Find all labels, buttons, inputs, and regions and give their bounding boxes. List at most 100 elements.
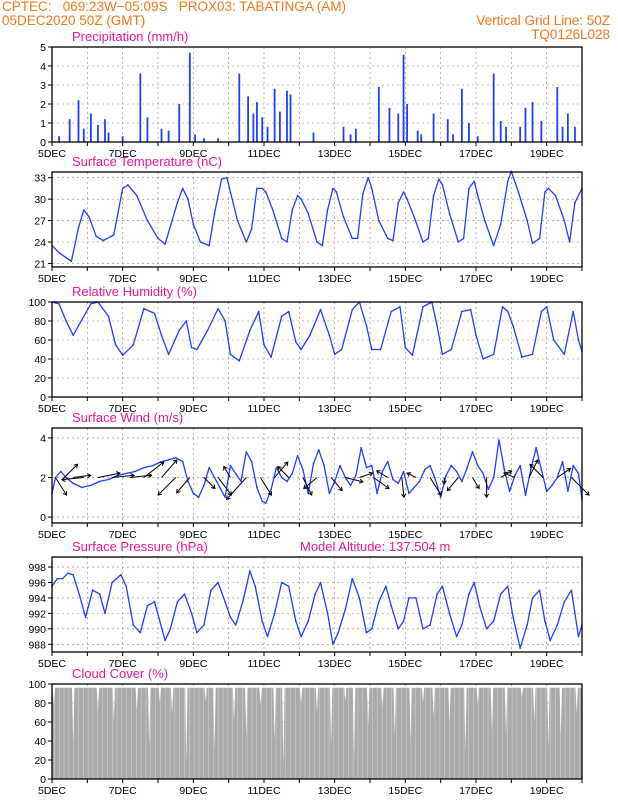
temp-point — [335, 191, 338, 193]
temp-point — [484, 219, 486, 222]
wind-point — [445, 474, 447, 477]
rh-point — [461, 310, 463, 313]
pres-point — [314, 593, 317, 595]
wind-point — [540, 468, 543, 471]
temp-xtick-label: 5DEC — [38, 273, 66, 285]
rh-point — [257, 310, 260, 313]
precip-bar — [273, 88, 276, 142]
wind-vector — [472, 477, 480, 489]
wind-point — [250, 460, 253, 463]
precip-bar — [519, 126, 522, 142]
precip-bar — [286, 90, 288, 142]
wind-vector — [223, 466, 231, 478]
pres-point — [261, 620, 264, 622]
temp-point — [58, 251, 60, 254]
temp-point — [370, 187, 373, 190]
cloud-xtick-label: 9DEC — [179, 785, 207, 797]
pres-xtick-label: 15DEC — [388, 658, 422, 670]
pres-point — [125, 585, 127, 588]
wind-vector-head — [62, 491, 68, 496]
wind-vector — [556, 468, 571, 478]
rh-point — [563, 353, 566, 356]
precip-ytick-label: 5 — [40, 42, 46, 54]
precip-bar — [524, 107, 527, 142]
precip-bar — [492, 73, 495, 142]
temp-point — [492, 244, 495, 247]
temp-point — [245, 241, 248, 243]
precip-title: Precipitation (mm/h) — [72, 29, 188, 44]
pres-point — [79, 597, 82, 599]
temp-point — [468, 187, 470, 190]
wind-vector-head — [60, 476, 66, 482]
precip-ytick-label: 2 — [40, 99, 46, 111]
rh-point — [309, 334, 311, 337]
precip-bar — [460, 88, 463, 142]
header-line2-left: 05DEC2020 50Z (GMT) — [2, 13, 146, 28]
temp-point — [272, 209, 274, 211]
wind-point — [376, 492, 378, 495]
precip-xtick-label: 19DEC — [530, 148, 564, 160]
rh-point — [270, 356, 272, 358]
pres-point — [507, 585, 509, 588]
pres-point — [217, 581, 219, 584]
pres-point — [158, 620, 161, 622]
wind-vector — [406, 472, 417, 478]
wind-vector-head — [227, 491, 232, 496]
temp-point — [554, 194, 557, 197]
precip-bar — [505, 126, 507, 142]
rh-xtick-label: 15DEC — [388, 403, 422, 415]
wind-vector — [157, 477, 177, 496]
rh-point — [441, 353, 444, 356]
pres-xtick-label: 19DEC — [530, 658, 564, 670]
temp-ytick-label: 24 — [34, 237, 46, 249]
cloud-xtick-label: 7DEC — [109, 785, 137, 797]
rh-point — [370, 348, 373, 351]
rh-point — [132, 343, 135, 346]
rh-point — [160, 334, 163, 337]
rh-point — [90, 303, 92, 305]
pres-point — [164, 639, 166, 642]
temp-series-line — [51, 170, 583, 262]
pres-point — [397, 628, 400, 630]
wind-point — [551, 484, 553, 487]
precip-bar — [566, 113, 569, 142]
wind-point — [107, 478, 110, 481]
wind-point — [423, 468, 426, 471]
pres-point — [519, 647, 521, 649]
rh-point — [351, 308, 354, 311]
pres-point — [492, 620, 495, 622]
wind-vector-head — [172, 459, 178, 464]
precip-bar — [354, 128, 357, 142]
precip-bar — [574, 126, 576, 142]
rh-xtick-label: 19DEC — [530, 403, 564, 415]
temp-xtick-label: 7DEC — [109, 273, 137, 285]
rh-point — [224, 320, 226, 322]
temp-point — [422, 241, 424, 243]
rh-xtick-label: 11DEC — [247, 403, 280, 415]
temp-point — [402, 191, 405, 193]
precip-ytick-label: 3 — [40, 80, 46, 92]
precip-bar — [194, 134, 196, 142]
pres-point — [337, 631, 340, 634]
wind-vector-head — [484, 493, 490, 499]
header-line3-right: TQ0126L028 — [531, 27, 610, 42]
temp-point — [351, 237, 354, 240]
temp-point — [236, 219, 239, 222]
precip-ytick-label: 0 — [40, 137, 46, 149]
cloud-ytick-label: 80 — [34, 698, 46, 710]
wind-xtick-label: 5DEC — [38, 529, 66, 541]
temp-point — [473, 180, 476, 183]
wind-vector-head — [401, 493, 407, 499]
rh-point — [58, 303, 60, 305]
rh-point — [300, 348, 302, 351]
wind-point — [275, 466, 278, 469]
pres-point — [56, 577, 59, 580]
wind-vector-head — [375, 470, 381, 475]
wind-point — [302, 468, 304, 471]
temp-point — [213, 212, 216, 215]
rh-point — [411, 354, 414, 357]
wind-point — [245, 450, 248, 453]
pres-point — [210, 589, 212, 592]
temp-point — [208, 244, 211, 247]
rh-point — [238, 360, 241, 362]
